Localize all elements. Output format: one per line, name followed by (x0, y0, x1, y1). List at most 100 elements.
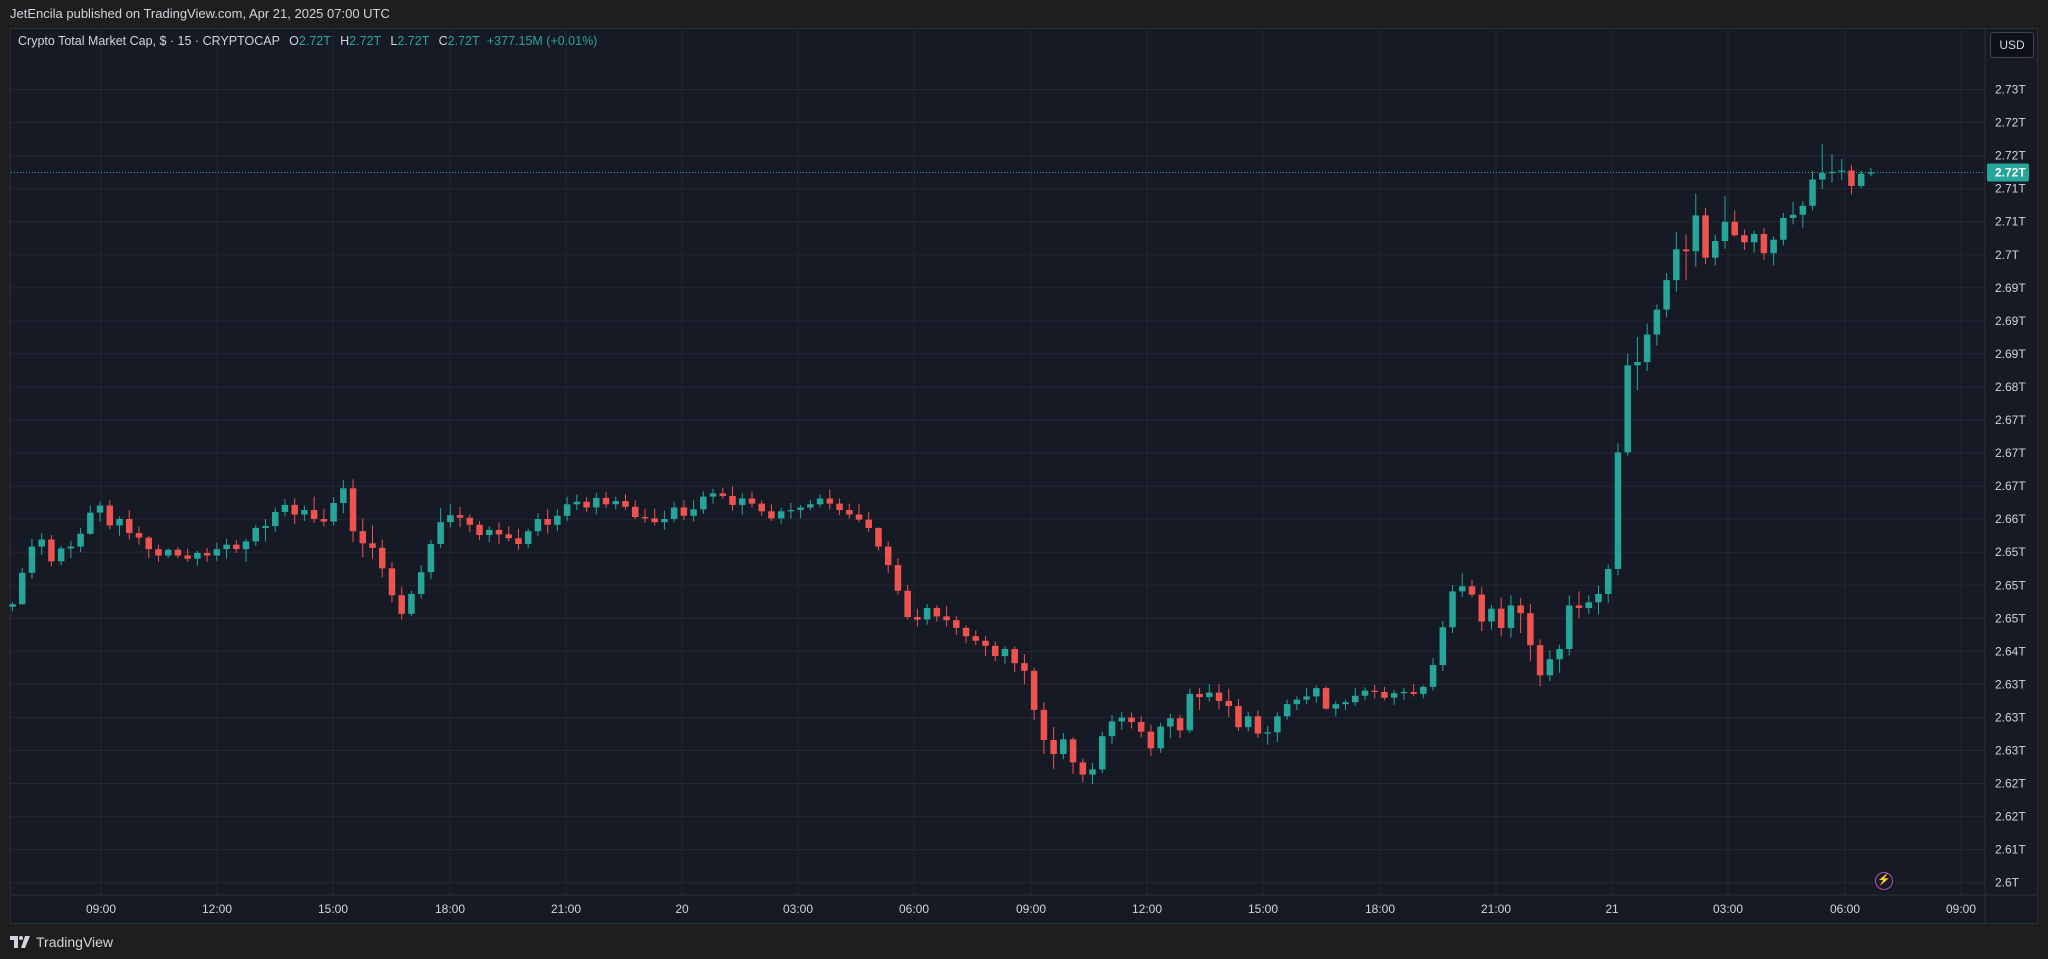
candle (758, 500, 765, 516)
lightning-icon[interactable]: ⚡ (1875, 872, 1893, 890)
candle (1176, 715, 1184, 739)
candle-body (242, 541, 250, 550)
brand-label: TradingView (36, 934, 114, 950)
symbol-title[interactable]: Crypto Total Market Cap, $ · 15 · CRYPTO… (18, 34, 280, 48)
candle-body (1283, 704, 1291, 717)
candle (1215, 684, 1223, 710)
candle-body (301, 510, 308, 515)
candle-body (748, 498, 756, 504)
y-tick-label: 2.67T (1995, 446, 2026, 460)
candle-body (1507, 605, 1515, 628)
currency-button[interactable]: USD (1990, 32, 2034, 58)
candle (1167, 713, 1174, 739)
candle-body (155, 549, 162, 556)
tradingview-brand[interactable]: TradingView (10, 934, 113, 950)
candle-body (320, 519, 328, 522)
candle-body (164, 549, 172, 556)
candle (135, 526, 143, 545)
candle (1789, 201, 1797, 225)
candle-body (1030, 670, 1038, 710)
candle (330, 497, 337, 526)
candle (515, 528, 522, 550)
candle-body (661, 519, 668, 523)
candle (1264, 725, 1271, 745)
candle (1128, 712, 1135, 729)
candle (233, 540, 240, 553)
candle-body (524, 531, 532, 544)
candle (680, 500, 688, 521)
candle-body (1371, 690, 1378, 692)
candle-body (544, 519, 551, 525)
candle-body (719, 493, 727, 496)
x-tick-label: 15:00 (318, 902, 348, 916)
y-tick-label: 2.67T (1995, 479, 2026, 493)
y-tick-label: 2.65T (1995, 545, 2026, 559)
y-tick-label: 2.61T (1995, 843, 2026, 857)
candle (57, 545, 65, 566)
candle (807, 499, 814, 511)
candle (1420, 685, 1427, 699)
candle (1566, 595, 1573, 656)
candle-body (1420, 686, 1427, 694)
candle-body (1497, 608, 1505, 628)
candle (476, 520, 483, 541)
candle (1147, 724, 1155, 757)
candle-body (1760, 233, 1768, 254)
candle-body (1585, 602, 1593, 609)
candle (505, 526, 512, 542)
candle-body (612, 501, 620, 505)
candle (1449, 584, 1456, 634)
candle-body (1848, 170, 1855, 186)
candle (1079, 758, 1087, 783)
candle (875, 527, 882, 551)
candle-body (855, 514, 863, 520)
candle-body (1274, 716, 1281, 733)
y-tick-label: 2.71T (1995, 182, 2026, 196)
candle (816, 494, 824, 508)
x-tick-label: 15:00 (1248, 902, 1278, 916)
candle-body (349, 488, 357, 532)
candle-body (1128, 717, 1135, 723)
candle (1682, 234, 1690, 281)
candle-body (1828, 171, 1836, 174)
candle-body (593, 497, 600, 508)
candle-body (18, 572, 26, 605)
x-tick-label: 09:00 (1946, 902, 1976, 916)
candle (1741, 229, 1748, 250)
candle-body (126, 519, 133, 534)
candle-body (1293, 699, 1301, 705)
candle-body (641, 517, 649, 519)
candle (388, 561, 396, 603)
candle-body (1653, 309, 1661, 335)
candle-body (602, 497, 610, 505)
candle (583, 497, 590, 512)
candle (291, 498, 298, 525)
open-label: O (289, 34, 299, 48)
candle (126, 510, 133, 540)
x-tick-label: 20 (675, 902, 689, 916)
y-tick-label: 2.64T (1995, 644, 2026, 658)
candle-body (1137, 722, 1145, 732)
low-label: L (390, 34, 398, 48)
candle-body (330, 502, 337, 522)
candle-body (1108, 721, 1116, 737)
candle-body (1459, 586, 1466, 592)
candle (1313, 685, 1320, 703)
candle-body (1478, 594, 1485, 622)
candle (729, 486, 736, 511)
candle (1381, 686, 1388, 701)
candle (378, 539, 386, 578)
chart-panel[interactable] (10, 28, 2038, 924)
candle-body (826, 498, 834, 504)
y-tick-label: 2.69T (1995, 281, 2026, 295)
candle-body (1400, 691, 1408, 694)
candle-body (1206, 692, 1213, 698)
candle (1867, 167, 1875, 177)
candle-body (758, 503, 765, 512)
candle-body (1215, 692, 1223, 701)
candle-body (1069, 739, 1077, 763)
candle-body (1157, 726, 1164, 749)
candle-body (583, 501, 590, 508)
candle-body (700, 496, 707, 510)
